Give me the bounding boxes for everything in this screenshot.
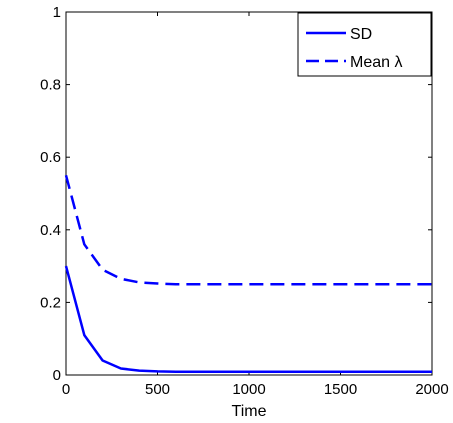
x-tick-label: 0: [62, 381, 70, 398]
x-tick-label: 1000: [232, 381, 265, 398]
y-tick-label: 0: [53, 367, 61, 384]
legend-box: [297, 12, 432, 77]
series-layer: [64, 174, 432, 373]
y-tick-label: 1: [53, 4, 61, 21]
y-tick-label: 0.8: [40, 77, 61, 94]
x-tick-label: 2000: [415, 381, 448, 398]
legend: SD Mean λ: [297, 12, 432, 77]
legend-label-0: SD: [350, 26, 372, 43]
y-axis: 0 0.2 0.4 0.6 0.8 1: [40, 4, 432, 384]
y-tick-label: 0.6: [40, 149, 61, 166]
series-line-1: [64, 174, 432, 286]
y-tick-label: 0.4: [40, 222, 61, 239]
legend-label-1: Mean λ: [350, 54, 402, 71]
x-tick-label: 1500: [324, 381, 357, 398]
y-tick-label: 0.2: [40, 294, 61, 311]
x-axis: 0 500 1000 1500 2000: [62, 12, 449, 398]
series-line-0: [64, 265, 432, 373]
x-tick-label: 500: [145, 381, 170, 398]
x-axis-title: Time: [232, 403, 267, 420]
